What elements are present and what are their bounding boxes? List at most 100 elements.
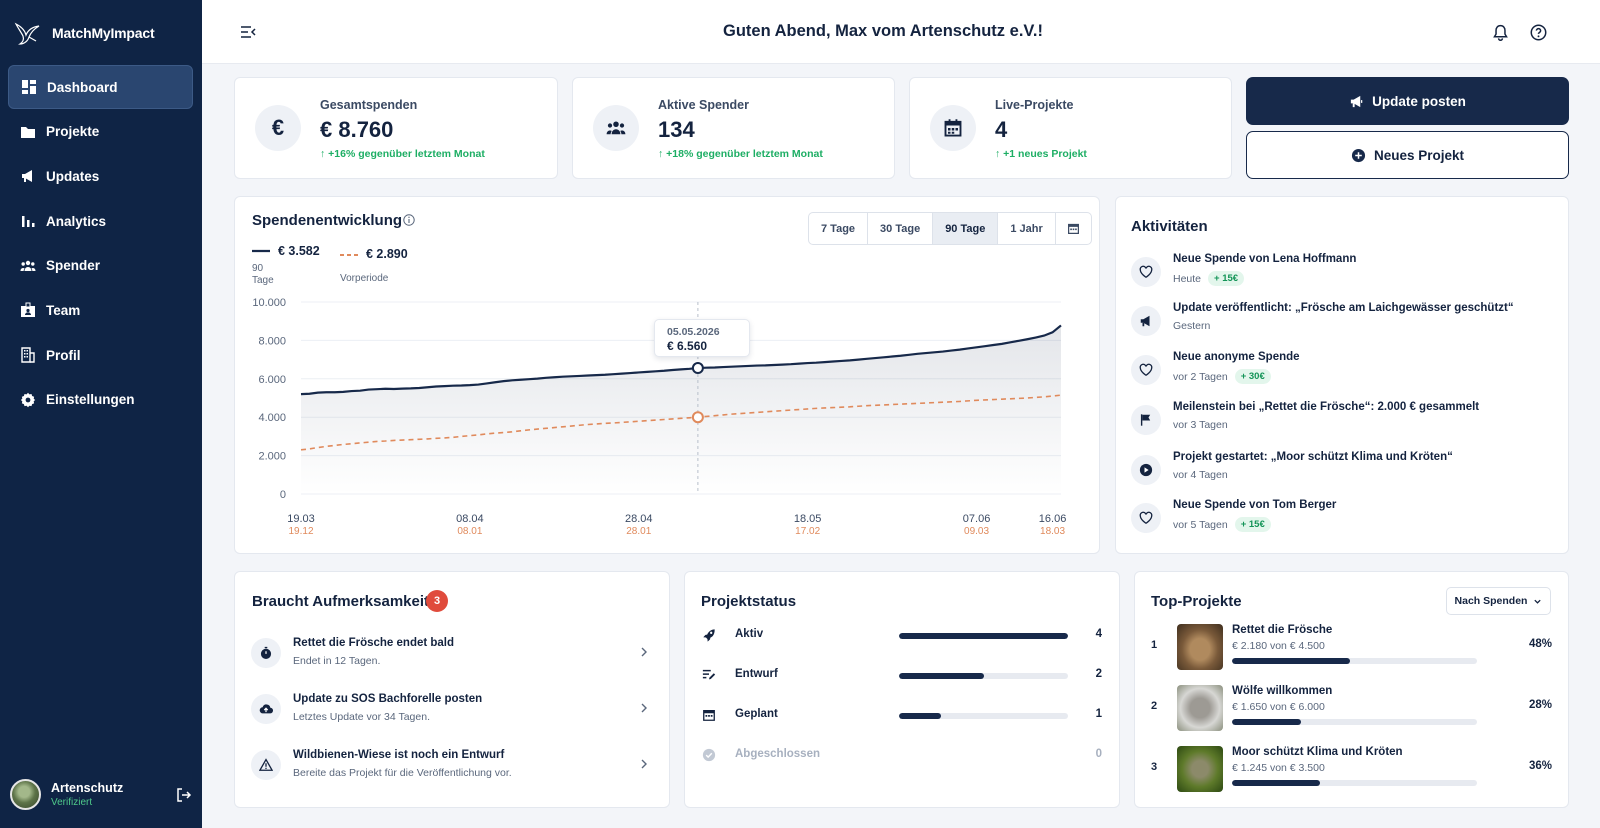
project-progress-track bbox=[1232, 780, 1477, 786]
attention-item[interactable]: Rettet die Frösche endet bald Endet in 1… bbox=[250, 634, 654, 680]
tooltip-date: 05.05.2026 bbox=[667, 326, 720, 338]
info-icon[interactable] bbox=[403, 214, 415, 226]
tooltip-value: € 6.560 bbox=[667, 339, 708, 353]
attention-item[interactable]: Wildbienen-Wiese ist noch ein Entwurf Be… bbox=[250, 746, 654, 792]
status-bar-fill bbox=[899, 633, 1068, 639]
brand[interactable]: MatchMyImpact bbox=[12, 18, 155, 48]
project-percent: 36% bbox=[1528, 760, 1552, 772]
sidebar-item-updates[interactable]: Updates bbox=[8, 154, 193, 198]
stopwatch-icon bbox=[251, 638, 281, 668]
amount-badge: + 15€ bbox=[1234, 517, 1271, 532]
activity-item[interactable]: Update veröffentlicht: „Frösche am Laich… bbox=[1131, 302, 1551, 342]
attention-title: Braucht Aufmerksamkeit bbox=[252, 593, 430, 610]
kpi-value: € 8.760 bbox=[320, 117, 394, 142]
neues-projekt-button[interactable]: Neues Projekt bbox=[1246, 131, 1569, 179]
range-calendar[interactable] bbox=[1056, 213, 1091, 244]
hover-point-current bbox=[691, 362, 704, 375]
top-project-row[interactable]: 2 Wölfe willkommen € 1.650 von € 6.000 2… bbox=[1150, 685, 1552, 731]
bell-icon[interactable] bbox=[1492, 24, 1509, 41]
chevron-right-icon bbox=[641, 759, 647, 769]
sidebar-item-profil[interactable]: Profil bbox=[8, 333, 193, 377]
heart-icon bbox=[1131, 355, 1161, 385]
sidebar-item-einstellungen[interactable]: Einstellungen bbox=[8, 378, 193, 422]
top-project-row[interactable]: 1 Rettet die Frösche € 2.180 von € 4.500… bbox=[1150, 624, 1552, 670]
series-area-current bbox=[301, 325, 1061, 494]
status-label: Abgeschlossen bbox=[735, 748, 820, 760]
status-count: 2 bbox=[1095, 668, 1102, 680]
activities-title: Aktivitäten bbox=[1131, 218, 1208, 235]
sidebar-item-dashboard[interactable]: Dashboard bbox=[8, 65, 193, 109]
status-bar-track bbox=[899, 673, 1068, 679]
activities-card bbox=[1115, 196, 1569, 554]
sidebar: MatchMyImpact Dashboard Projekte Updates… bbox=[0, 0, 202, 828]
collapse-menu-icon[interactable] bbox=[240, 24, 256, 40]
amount-badge: + 15€ bbox=[1208, 271, 1245, 286]
frog-photo bbox=[1177, 624, 1223, 670]
avatar[interactable] bbox=[10, 779, 41, 810]
project-percent: 48% bbox=[1528, 638, 1552, 650]
range-1-jahr[interactable]: 1 Jahr bbox=[998, 213, 1056, 244]
y-tick-label: 10.000 bbox=[252, 297, 286, 309]
activity-item[interactable]: Projekt gestartet: „Moor schützt Klima u… bbox=[1131, 451, 1551, 491]
sort-dropdown[interactable]: Nach Spenden bbox=[1446, 587, 1551, 615]
range-30-tage[interactable]: 30 Tage bbox=[868, 213, 934, 244]
status-bar-fill bbox=[899, 713, 942, 719]
building-icon bbox=[21, 347, 35, 363]
help-icon[interactable] bbox=[1530, 24, 1547, 41]
y-tick-label: 4.000 bbox=[258, 412, 286, 424]
activity-time: vor 2 Tagen bbox=[1173, 370, 1228, 383]
attention-count-badge: 3 bbox=[426, 590, 448, 612]
x-tick-label: 28.04 bbox=[625, 513, 653, 525]
chart-tooltip: 05.05.2026 € 6.560 bbox=[654, 319, 750, 357]
hummingbird-logo-icon bbox=[14, 22, 40, 45]
sort-label: Nach Spenden bbox=[1454, 595, 1528, 607]
activity-time: vor 4 Tagen bbox=[1173, 469, 1228, 481]
status-label: Entwurf bbox=[735, 668, 778, 680]
project-status-title: Projektstatus bbox=[701, 593, 797, 610]
legend-swatch-current bbox=[252, 249, 270, 253]
status-label: Geplant bbox=[735, 708, 778, 720]
activity-item[interactable]: Neue Spende von Tom Berger vor 5 Tagen + … bbox=[1131, 499, 1551, 539]
top-projects-title: Top-Projekte bbox=[1151, 593, 1242, 610]
project-rank: 1 bbox=[1151, 639, 1158, 651]
activity-title: Projekt gestartet: „Moor schützt Klima u… bbox=[1173, 451, 1453, 463]
heart-icon bbox=[1131, 503, 1161, 533]
update-posten-button[interactable]: Update posten bbox=[1246, 77, 1569, 125]
logout-icon[interactable] bbox=[176, 787, 192, 803]
top-project-row[interactable]: 3 Moor schützt Klima und Kröten € 1.245 … bbox=[1150, 746, 1552, 792]
x-tick-label: 18.05 bbox=[794, 513, 822, 525]
sidebar-item-label: Spender bbox=[46, 258, 101, 274]
sidebar-nav: Dashboard Projekte Updates Analytics Spe… bbox=[8, 65, 193, 423]
activity-item[interactable]: Meilenstein bei „Rettet die Frösche“: 2.… bbox=[1131, 401, 1551, 441]
calendar-icon bbox=[703, 709, 715, 721]
attention-item-title: Update zu SOS Bachforelle posten bbox=[293, 693, 483, 705]
project-status-card bbox=[684, 571, 1120, 808]
hover-point-previous bbox=[691, 411, 704, 424]
project-funding: € 2.180 von € 4.500 bbox=[1232, 640, 1325, 652]
sidebar-item-analytics[interactable]: Analytics bbox=[8, 199, 193, 243]
series-line-previous bbox=[300, 394, 1062, 451]
gear-icon bbox=[20, 392, 36, 408]
status-count: 4 bbox=[1095, 628, 1102, 640]
attention-item[interactable]: Update zu SOS Bachforelle posten Letztes… bbox=[250, 690, 654, 736]
edit-list-icon bbox=[702, 669, 716, 680]
rocket-icon bbox=[703, 629, 715, 642]
range-90-tage[interactable]: 90 Tage bbox=[933, 213, 999, 244]
range-7-tage[interactable]: 7 Tage bbox=[809, 213, 869, 244]
flag-icon bbox=[1131, 405, 1161, 435]
sidebar-item-spender[interactable]: Spender bbox=[8, 244, 193, 288]
sidebar-item-label: Dashboard bbox=[47, 79, 118, 95]
status-count: 1 bbox=[1095, 708, 1102, 720]
sidebar-item-projekte[interactable]: Projekte bbox=[8, 110, 193, 154]
activity-item[interactable]: Neue Spende von Lena Hoffmann Heute + 15€ bbox=[1131, 253, 1551, 293]
sidebar-item-team[interactable]: Team bbox=[8, 288, 193, 332]
status-bar-track bbox=[899, 633, 1068, 639]
project-funding: € 1.650 von € 6.000 bbox=[1232, 701, 1325, 713]
project-progress-track bbox=[1232, 658, 1477, 664]
x-tick-label: 08.04 bbox=[456, 513, 484, 525]
sidebar-item-label: Updates bbox=[46, 168, 100, 184]
x-tick-label: 19.03 bbox=[287, 513, 315, 525]
activity-item[interactable]: Neue anonyme Spende vor 2 Tagen + 30€ bbox=[1131, 351, 1551, 391]
status-row-entwurf: Entwurf 2 bbox=[700, 666, 1102, 686]
